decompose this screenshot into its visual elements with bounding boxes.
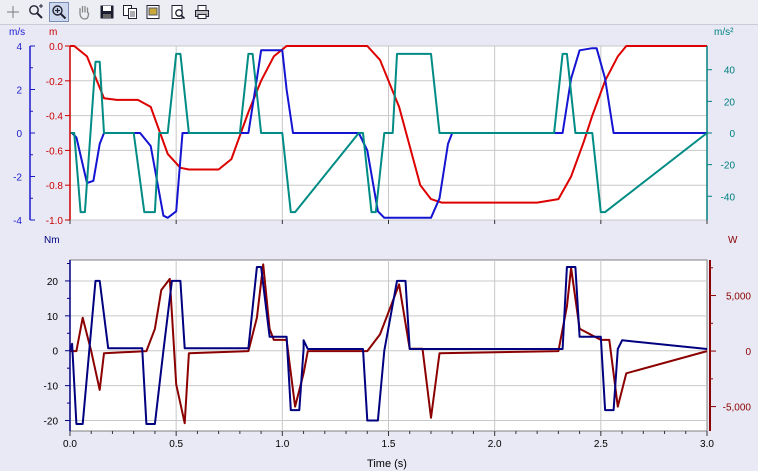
acceleration-tick-label: -40 (721, 192, 736, 203)
torque-tick-label: -20 (44, 417, 59, 428)
acceleration-unit-label: m/s² (714, 27, 734, 38)
x-tick-label: 2.0 (488, 439, 502, 450)
crosshair-icon[interactable] (3, 2, 23, 22)
x-tick-label: 2.5 (594, 439, 608, 450)
velocity-tick-label: 0 (16, 129, 22, 140)
power-tick-label: 5,000 (726, 292, 751, 303)
power-unit-label: W (728, 235, 738, 246)
acceleration-tick-label: 0 (729, 129, 735, 140)
x-tick-label: 0.5 (169, 439, 183, 450)
acceleration-tick-label: 40 (724, 66, 736, 77)
zoom-in-icon[interactable] (26, 2, 46, 22)
copy-icon[interactable] (120, 2, 140, 22)
torque-tick-label: 20 (47, 277, 59, 288)
x-tick-label: 3.0 (700, 439, 714, 450)
bottom-chart-panel: 20 10 0 -10 -20 5,000 0 -5,000 0.0 0.5 1.0 1.5 2.0 2.… (44, 235, 752, 470)
chart-area: 420-2-40.0-0.2-0.4-0.6-0.8-1.040200-20-4… (0, 24, 758, 471)
velocity-tick-label: -4 (13, 216, 22, 227)
position-tick-label: 0.0 (49, 42, 63, 53)
torque-tick-label: 10 (47, 312, 59, 323)
power-tick-label: -5,000 (723, 403, 752, 414)
acceleration-tick-label: 20 (724, 97, 736, 108)
position-unit-label: m (49, 27, 57, 38)
toolbar (0, 0, 758, 25)
torque-tick-label: 0 (52, 347, 58, 358)
torque-unit-label: Nm (44, 235, 60, 246)
power-tick-label: 0 (745, 347, 751, 358)
torque-tick-label: -10 (44, 382, 59, 393)
print-preview-icon[interactable] (168, 2, 188, 22)
velocity-tick-label: -2 (13, 173, 22, 184)
top-chart-panel: 420-2-40.0-0.2-0.4-0.6-0.8-1.040200-20-4… (9, 27, 735, 227)
zoom-fit-icon[interactable] (49, 2, 69, 22)
x-axis-title: Time (s) (367, 458, 407, 470)
position-tick-label: -0.4 (46, 112, 64, 123)
pan-hand-icon[interactable] (74, 2, 94, 22)
velocity-unit-label: m/s (9, 27, 25, 38)
x-tick-label: 1.0 (275, 439, 289, 450)
position-tick-label: -0.6 (46, 146, 64, 157)
x-tick-label: 1.5 (382, 439, 396, 450)
position-tick-label: -0.2 (46, 77, 64, 88)
acceleration-tick-label: -20 (721, 161, 736, 172)
position-tick-label: -0.8 (46, 181, 64, 192)
position-tick-label: -1.0 (46, 216, 64, 227)
print-icon[interactable] (192, 2, 212, 22)
velocity-tick-label: 2 (16, 86, 22, 97)
x-tick-label: 0.0 (63, 439, 77, 450)
export-icon[interactable] (143, 2, 163, 22)
velocity-tick-label: 4 (16, 42, 22, 53)
save-icon[interactable] (97, 2, 117, 22)
